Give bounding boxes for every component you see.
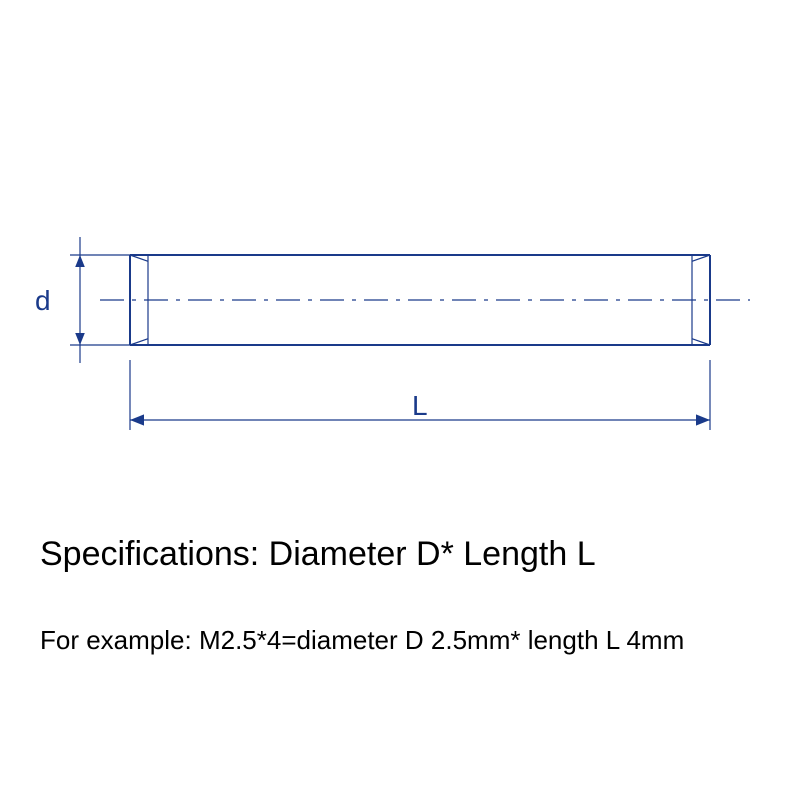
svg-text:L: L xyxy=(412,390,428,421)
diagram-container: dL Specifications: Diameter D* Length L … xyxy=(0,0,800,800)
svg-text:d: d xyxy=(35,285,51,316)
specifications-title: Specifications: Diameter D* Length L xyxy=(40,535,596,574)
technical-drawing: dL xyxy=(0,0,800,800)
specifications-example: For example: M2.5*4=diameter D 2.5mm* le… xyxy=(40,625,684,656)
